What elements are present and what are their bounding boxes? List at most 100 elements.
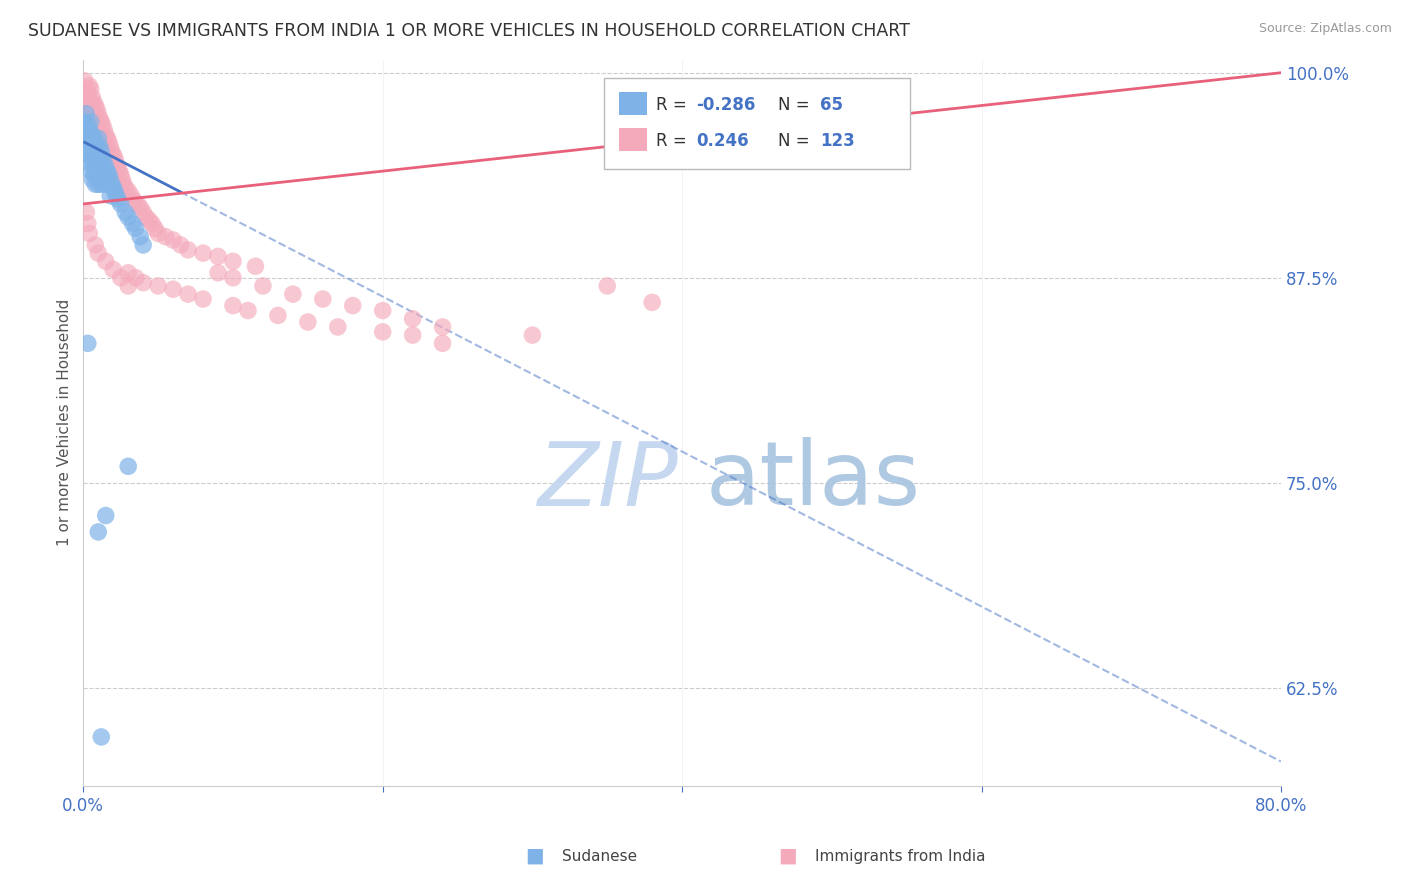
Point (76, 86, 98, 100)
Point (80, 112, 103, 126)
Point (76, 217, 98, 231)
Point (105, 156, 128, 170)
Point (312, 292, 335, 306)
Point (82, 151, 104, 165)
Point (90, 164, 112, 178)
Point (267, 309, 290, 323)
Point (77, 123, 100, 137)
Point (89, 145, 111, 159)
Text: 65: 65 (820, 96, 842, 114)
Point (75, 82, 97, 96)
Text: -0.286: -0.286 (696, 96, 756, 114)
Point (75, 90, 97, 104)
Point (86, 151, 108, 165)
Point (82, 118, 104, 132)
Point (87, 178, 110, 192)
Text: atlas: atlas (706, 437, 921, 524)
Point (90, 145, 112, 159)
Point (89, 112, 111, 126)
Point (107, 192, 129, 206)
Point (86, 164, 108, 178)
Point (76, 118, 98, 132)
Point (80, 95, 103, 110)
Point (103, 180, 125, 194)
Point (89, 156, 111, 170)
Point (222, 270, 245, 285)
Point (83, 131, 105, 145)
Point (82, 90, 104, 104)
Text: 123: 123 (820, 132, 855, 150)
Point (98, 172, 121, 186)
Point (191, 246, 214, 260)
Point (297, 315, 319, 329)
Point (86, 135, 108, 149)
Point (84, 115, 107, 129)
Point (117, 279, 139, 293)
Point (80, 115, 103, 129)
Point (93, 123, 115, 137)
Point (86, 102, 108, 116)
Point (84, 178, 107, 192)
Point (112, 178, 135, 192)
Point (93, 172, 115, 186)
Point (89, 128, 111, 142)
Text: R =: R = (655, 96, 692, 114)
Point (77, 78, 100, 93)
Point (111, 172, 134, 186)
Point (105, 188, 128, 202)
Point (76, 336, 98, 351)
Point (236, 303, 259, 318)
Point (117, 184, 139, 198)
Point (146, 279, 169, 293)
Point (76, 139, 98, 153)
Point (80, 135, 103, 149)
Point (100, 161, 122, 175)
Point (84, 98, 107, 112)
FancyBboxPatch shape (619, 92, 647, 115)
Point (96, 131, 118, 145)
Point (245, 259, 267, 273)
Point (91, 168, 114, 182)
Point (87, 156, 110, 170)
Point (82, 128, 104, 142)
Text: 0.246: 0.246 (696, 132, 749, 150)
Point (371, 325, 394, 339)
Point (84, 161, 107, 175)
Point (122, 194, 145, 208)
Point (73, 115, 96, 129)
Point (84, 238, 107, 252)
Point (125, 221, 148, 235)
Point (82, 131, 104, 145)
Point (94, 178, 117, 192)
Point (141, 217, 163, 231)
Point (86, 151, 108, 165)
Point (162, 282, 184, 296)
Point (84, 135, 107, 149)
Point (146, 227, 169, 241)
Point (114, 180, 136, 194)
Point (162, 233, 184, 247)
Point (107, 161, 129, 175)
Point (129, 229, 152, 244)
Text: ZIP: ZIP (538, 438, 679, 524)
Point (432, 320, 454, 334)
Point (432, 336, 454, 351)
Point (169, 238, 191, 252)
Point (121, 217, 143, 231)
Point (98, 139, 121, 153)
Point (91, 135, 114, 149)
Point (83, 95, 105, 110)
Point (77, 145, 100, 159)
Point (77, 156, 100, 170)
Point (522, 328, 544, 343)
Point (222, 254, 245, 268)
Point (94, 128, 117, 142)
Point (87, 147, 110, 161)
Point (371, 303, 394, 318)
Text: ▪: ▪ (524, 842, 544, 871)
Point (84, 147, 107, 161)
Point (90, 147, 112, 161)
Point (83, 145, 105, 159)
Point (77, 95, 100, 110)
Point (90, 178, 112, 192)
